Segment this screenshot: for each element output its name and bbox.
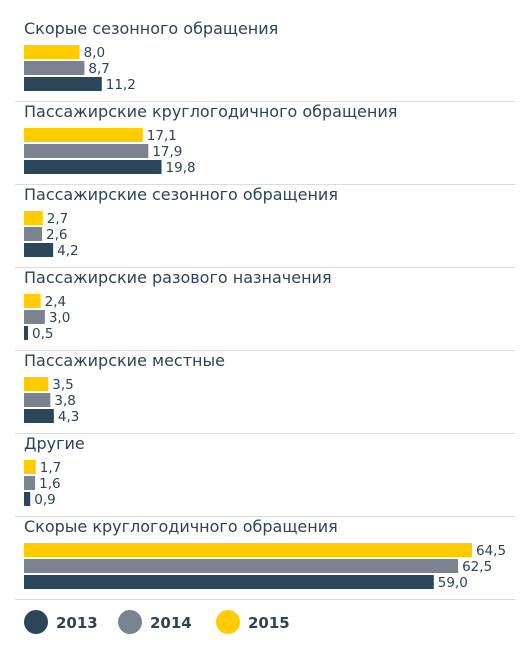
legend-label: 2015 — [248, 614, 290, 632]
legend-marker — [216, 610, 240, 634]
bar-2013 — [24, 326, 28, 340]
value-label: 2,4 — [45, 294, 66, 310]
category-label: Другие — [24, 434, 85, 453]
bar-2015 — [24, 211, 43, 225]
bar-2014 — [24, 476, 36, 490]
bar-2014 — [24, 144, 149, 158]
value-label: 8,7 — [88, 61, 109, 77]
value-label: 2,7 — [47, 211, 68, 227]
value-label: 64,5 — [476, 543, 506, 559]
value-label: 4,2 — [57, 243, 78, 259]
bar-2015 — [24, 45, 80, 59]
bar-2013 — [24, 492, 31, 506]
value-label: 1,7 — [40, 460, 61, 476]
value-label: 3,5 — [52, 377, 73, 393]
bar-2013 — [24, 243, 54, 257]
category-label: Скорые сезонного обращения — [24, 19, 278, 38]
bar-2015 — [24, 543, 472, 557]
bar-2013 — [24, 77, 102, 91]
value-label: 59,0 — [438, 575, 468, 591]
bar-2015 — [24, 128, 143, 142]
value-label: 0,9 — [34, 492, 55, 508]
value-label: 8,0 — [84, 45, 105, 61]
category-label: Пассажирские разового назначения — [24, 268, 332, 287]
bar-2013 — [24, 575, 434, 589]
value-label: 1,6 — [39, 476, 60, 492]
bar-2014 — [24, 393, 51, 407]
bar-2014 — [24, 559, 459, 573]
legend-label: 2014 — [150, 614, 192, 632]
category-label: Пассажирские сезонного обращения — [24, 185, 338, 204]
bar-2014 — [24, 227, 43, 241]
category-label: Пассажирские местные — [24, 351, 225, 370]
value-label: 19,8 — [166, 160, 196, 176]
legend-label: 2013 — [56, 614, 98, 632]
bar-2014 — [24, 310, 45, 324]
value-label: 17,1 — [147, 128, 177, 144]
value-label: 62,5 — [462, 559, 492, 575]
value-label: 11,2 — [106, 77, 136, 93]
value-label: 2,6 — [46, 227, 67, 243]
legend-marker — [24, 610, 48, 634]
value-label: 3,0 — [49, 310, 70, 326]
bar-2015 — [24, 377, 49, 391]
legend-marker — [118, 610, 142, 634]
value-label: 17,9 — [152, 144, 182, 160]
bar-2013 — [24, 160, 162, 174]
bar-2013 — [24, 409, 54, 423]
bar-2015 — [24, 294, 41, 308]
bar-2014 — [24, 61, 85, 75]
bar-2015 — [24, 460, 36, 474]
value-label: 4,3 — [58, 409, 79, 425]
value-label: 0,5 — [32, 326, 53, 342]
category-label: Пассажирские круглогодичного обращения — [24, 102, 397, 121]
category-label: Скорые круглогодичного обращения — [24, 517, 338, 536]
value-label: 3,8 — [54, 393, 75, 409]
